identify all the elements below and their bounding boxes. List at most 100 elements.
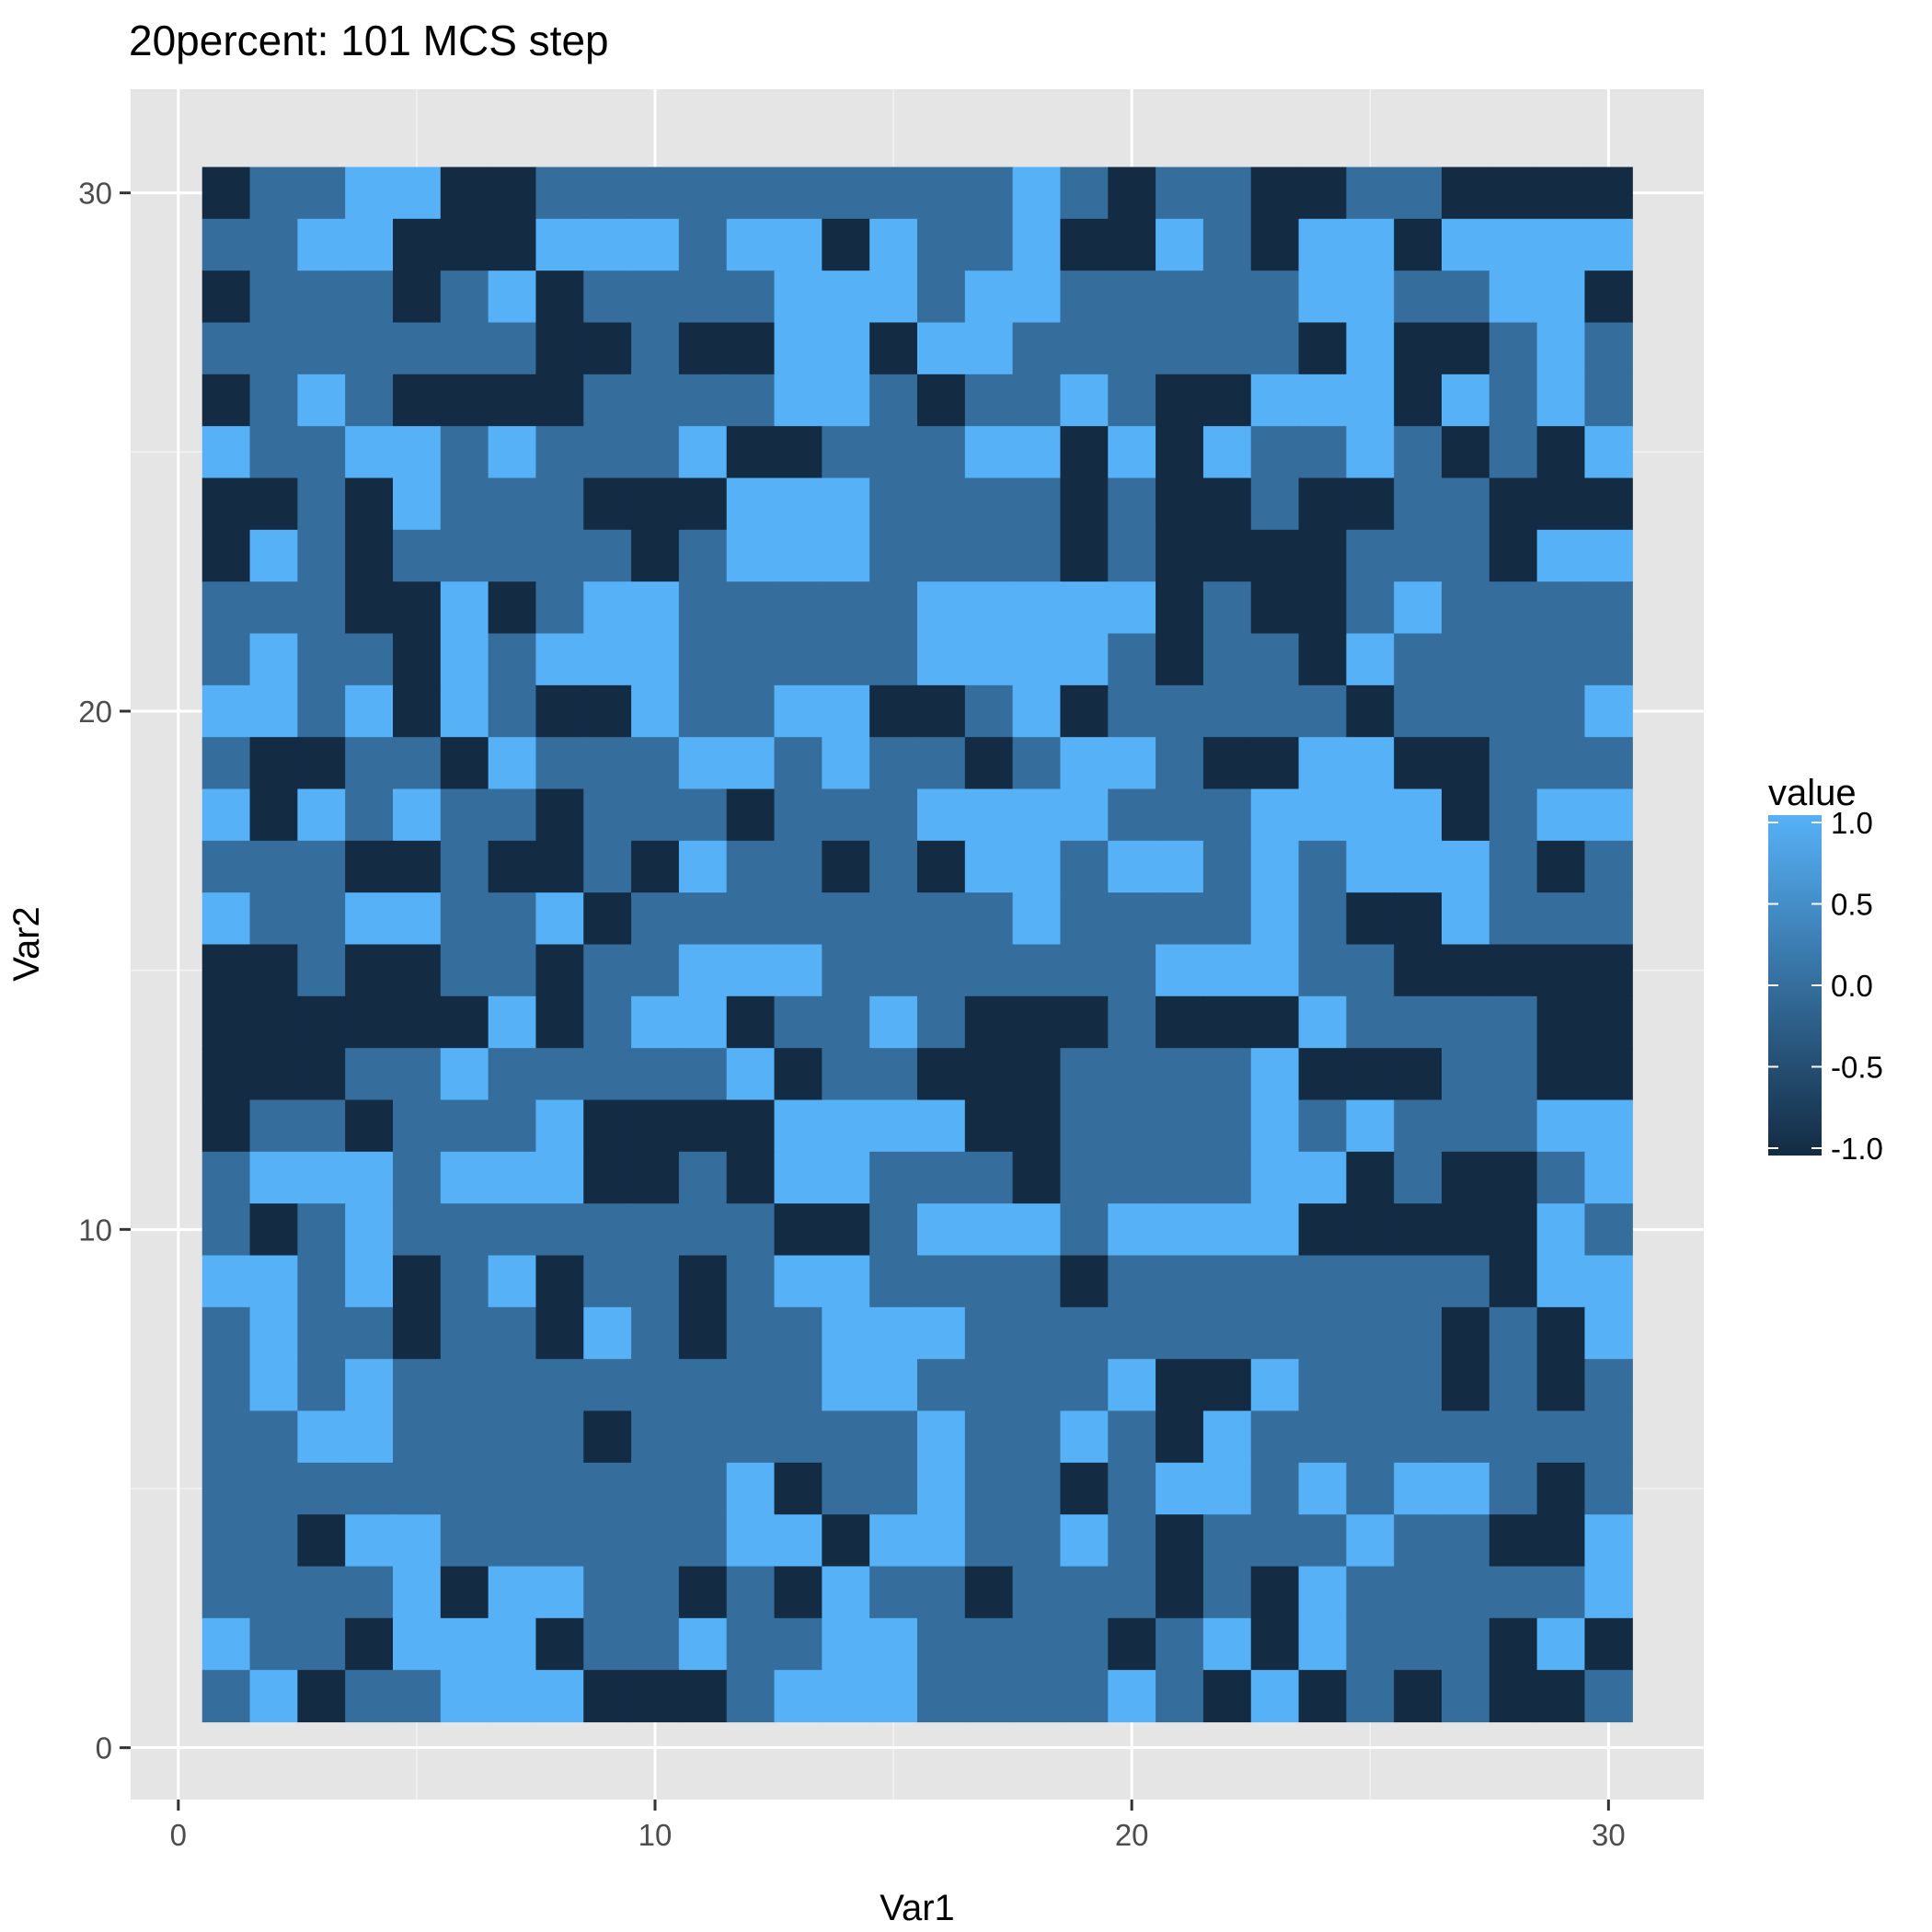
heatmap-cell — [774, 477, 822, 531]
heatmap-cell — [249, 218, 298, 271]
heatmap-cell — [917, 374, 966, 427]
heatmap-cell — [869, 995, 918, 1049]
heatmap-cell — [583, 167, 632, 220]
heatmap-cell — [249, 167, 298, 220]
heatmap-cell — [964, 529, 1014, 582]
heatmap-cell — [1536, 892, 1586, 946]
heatmap-cell — [1346, 1359, 1395, 1412]
heatmap-cell — [1250, 1099, 1300, 1153]
heatmap-cell — [1394, 1410, 1443, 1464]
heatmap-cell — [774, 322, 822, 375]
y-tick-label: 10 — [78, 1213, 112, 1247]
heatmap-cell — [1108, 1566, 1156, 1619]
heatmap-cell — [1346, 1462, 1395, 1515]
legend-tick-label: -0.5 — [1831, 1051, 1883, 1085]
heatmap-cell — [297, 684, 346, 738]
heatmap-cell — [1202, 167, 1252, 220]
heatmap-cell — [249, 1410, 298, 1464]
heatmap-cell — [249, 270, 298, 324]
heatmap-cell — [1012, 1617, 1062, 1671]
heatmap-cell — [201, 1203, 251, 1257]
heatmap-cell — [393, 1359, 442, 1412]
heatmap-cell — [1394, 995, 1443, 1049]
heatmap-cell — [249, 1670, 298, 1723]
heatmap-cell — [1346, 840, 1395, 893]
heatmap-cell — [1250, 374, 1300, 427]
heatmap-cell — [297, 840, 346, 893]
x-tick-label: 0 — [170, 1818, 187, 1852]
heatmap-cell — [1584, 1048, 1633, 1101]
heatmap-cell — [345, 270, 394, 324]
heatmap-cell — [1060, 944, 1109, 997]
heatmap-cell — [1012, 684, 1062, 738]
heatmap-cell — [869, 1255, 918, 1308]
heatmap-cell — [1394, 374, 1443, 427]
heatmap-cell — [822, 270, 870, 324]
heatmap-cell — [393, 1203, 442, 1257]
heatmap-cell — [631, 1670, 680, 1723]
heatmap-cell — [583, 477, 632, 531]
heatmap-cell — [822, 426, 870, 479]
legend-tick-label: -1.0 — [1831, 1132, 1883, 1166]
heatmap-cell — [1012, 1566, 1062, 1619]
heatmap-cell — [964, 1410, 1014, 1464]
heatmap-cell — [1346, 322, 1395, 375]
heatmap-cell — [1202, 322, 1252, 375]
heatmap-cell — [535, 1255, 584, 1308]
heatmap-cell — [440, 1359, 489, 1412]
heatmap-cell — [1346, 1410, 1395, 1464]
heatmap-cell — [393, 270, 442, 324]
heatmap-cell — [1202, 944, 1252, 997]
heatmap-cell — [488, 529, 537, 582]
heatmap-cell — [1012, 322, 1062, 375]
heatmap-cell — [869, 581, 918, 635]
heatmap-cell — [1489, 995, 1538, 1049]
heatmap-cell — [1202, 374, 1252, 427]
heatmap-cell — [249, 995, 298, 1049]
heatmap-cell — [1060, 788, 1109, 842]
heatmap-cell — [917, 581, 966, 635]
heatmap-cell — [488, 322, 537, 375]
heatmap-cell — [583, 322, 632, 375]
heatmap-cell — [1250, 1203, 1300, 1257]
heatmap-cell — [393, 477, 442, 531]
heatmap-cell — [1394, 684, 1443, 738]
heatmap-cell — [1250, 840, 1300, 893]
heatmap-cell — [1012, 1410, 1062, 1464]
heatmap-cell — [917, 270, 966, 324]
heatmap-cell — [631, 944, 680, 997]
heatmap-cell — [1108, 944, 1156, 997]
heatmap-cell — [1489, 374, 1538, 427]
heatmap-cell — [917, 1203, 966, 1257]
heatmap-cell — [678, 684, 728, 738]
heatmap-cell — [440, 1203, 489, 1257]
heatmap-cell — [631, 477, 680, 531]
heatmap-cell — [535, 892, 584, 946]
heatmap-cell — [917, 737, 966, 790]
heatmap-cell — [1442, 840, 1490, 893]
heatmap-cell — [201, 1617, 251, 1671]
heatmap-cell — [201, 737, 251, 790]
heatmap-cell — [297, 1410, 346, 1464]
heatmap-cell — [440, 581, 489, 635]
heatmap-cell — [1536, 1203, 1586, 1257]
heatmap-cell — [249, 1255, 298, 1308]
heatmap-cell — [1346, 581, 1395, 635]
heatmap-cell — [631, 1203, 680, 1257]
heatmap-cell — [1536, 1462, 1586, 1515]
heatmap-cell — [1156, 1617, 1204, 1671]
heatmap-cell — [1012, 1048, 1062, 1101]
heatmap-cell — [535, 1359, 584, 1412]
heatmap-cell — [631, 374, 680, 427]
heatmap-cell — [440, 840, 489, 893]
heatmap-cell — [774, 218, 822, 271]
heatmap-cell — [440, 218, 489, 271]
heatmap-cell — [201, 1670, 251, 1723]
heatmap-cell — [440, 737, 489, 790]
heatmap-cell — [1156, 1306, 1204, 1360]
heatmap-cell — [488, 737, 537, 790]
heatmap-cell — [1012, 788, 1062, 842]
heatmap-cell — [488, 374, 537, 427]
heatmap-cell — [869, 1306, 918, 1360]
heatmap-cell — [631, 1151, 680, 1204]
